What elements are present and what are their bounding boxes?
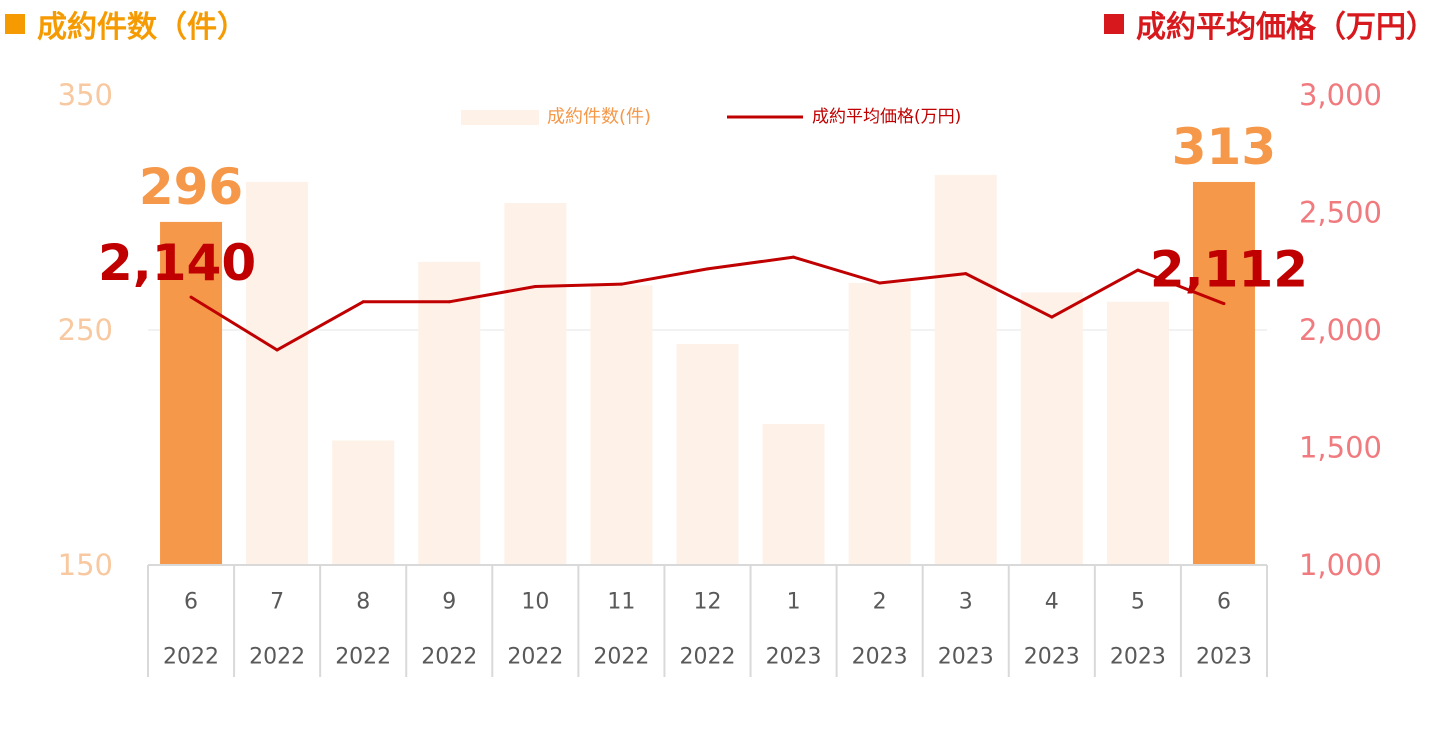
bar-data-label: 313	[1172, 118, 1276, 176]
line-point	[619, 282, 623, 286]
line-point	[189, 295, 193, 299]
right-header-square-icon	[1104, 14, 1124, 34]
x-tick-label-year: 2023	[1196, 645, 1252, 670]
bar	[1106, 301, 1169, 565]
x-tick-label-month: 10	[521, 590, 549, 615]
bar	[848, 283, 911, 565]
right-axis-tick-label: 1,000	[1299, 548, 1382, 582]
left-header-label: 成約件数（件）	[37, 10, 247, 45]
x-tick-label-year: 2023	[1024, 645, 1080, 670]
left-header-square-icon	[5, 14, 25, 34]
x-tick-label-year: 2023	[938, 645, 994, 670]
line-data-label: 2,140	[98, 234, 256, 292]
right-axis-tick-label: 2,000	[1299, 313, 1382, 347]
line-point	[275, 348, 279, 352]
bar	[1020, 292, 1083, 565]
line-point	[706, 267, 709, 271]
x-tick-label-year: 2023	[852, 645, 908, 670]
bar	[504, 203, 567, 565]
bar	[590, 285, 653, 565]
bar-data-label: 296	[139, 158, 243, 216]
bar	[332, 440, 395, 565]
bar	[418, 261, 481, 565]
bar	[160, 221, 223, 565]
x-tick-label-year: 2022	[593, 645, 649, 670]
left-axis-tick-label: 150	[58, 548, 113, 582]
x-tick-label-month: 5	[1131, 590, 1145, 615]
bar	[676, 344, 739, 565]
left-axis-tick-label: 250	[58, 313, 113, 347]
x-tick-label-year: 2022	[507, 645, 563, 670]
x-tick-label-year: 2022	[421, 645, 477, 670]
x-tick-label-month: 7	[270, 590, 284, 615]
x-tick-label-year: 2022	[680, 645, 736, 670]
x-tick-label-month: 12	[694, 590, 722, 615]
bar	[934, 174, 997, 565]
x-tick-label-month: 8	[356, 590, 370, 615]
x-tick-label-month: 11	[607, 590, 635, 615]
line-point	[964, 272, 968, 276]
left-axis-header: 成約件数（件）	[5, 2, 247, 46]
legend-bar-swatch	[461, 110, 539, 125]
right-axis-tick-label: 3,000	[1299, 78, 1382, 112]
legend-bar-label: 成約件数(件)	[547, 107, 651, 128]
bar	[762, 424, 825, 565]
line-point	[447, 300, 451, 304]
left-axis-tick-label: 350	[58, 78, 113, 112]
line-point	[1050, 315, 1054, 319]
x-tick-label-year: 2023	[1110, 645, 1166, 670]
x-tick-label-month: 6	[184, 590, 198, 615]
x-tick-label-month: 1	[787, 590, 801, 615]
x-tick-label-year: 2022	[249, 645, 305, 670]
x-tick-label-year: 2023	[766, 645, 822, 670]
right-header-label: 成約平均価格（万円）	[1136, 10, 1436, 45]
line-point	[792, 255, 796, 259]
line-point	[361, 300, 365, 304]
x-tick-label-month: 2	[873, 590, 887, 615]
line-point	[1222, 302, 1226, 306]
line-point	[533, 285, 537, 289]
legend-line-label: 成約平均価格(万円)	[812, 107, 961, 127]
right-axis-header: 成約平均価格（万円）	[1104, 2, 1436, 46]
x-tick-label-year: 2022	[335, 645, 391, 670]
x-tick-label-year: 2022	[163, 645, 219, 670]
x-tick-label-month: 3	[959, 590, 973, 615]
x-tick-label-month: 4	[1045, 590, 1059, 615]
line-data-label: 2,112	[1150, 241, 1308, 299]
bar	[246, 181, 309, 565]
line-point	[1136, 268, 1140, 272]
bar	[1192, 181, 1255, 565]
line-point	[878, 281, 882, 285]
right-axis-tick-label: 2,500	[1299, 196, 1382, 230]
x-tick-label-month: 6	[1217, 590, 1231, 615]
x-tick-label-month: 9	[442, 590, 456, 615]
right-axis-tick-label: 1,500	[1299, 431, 1382, 465]
